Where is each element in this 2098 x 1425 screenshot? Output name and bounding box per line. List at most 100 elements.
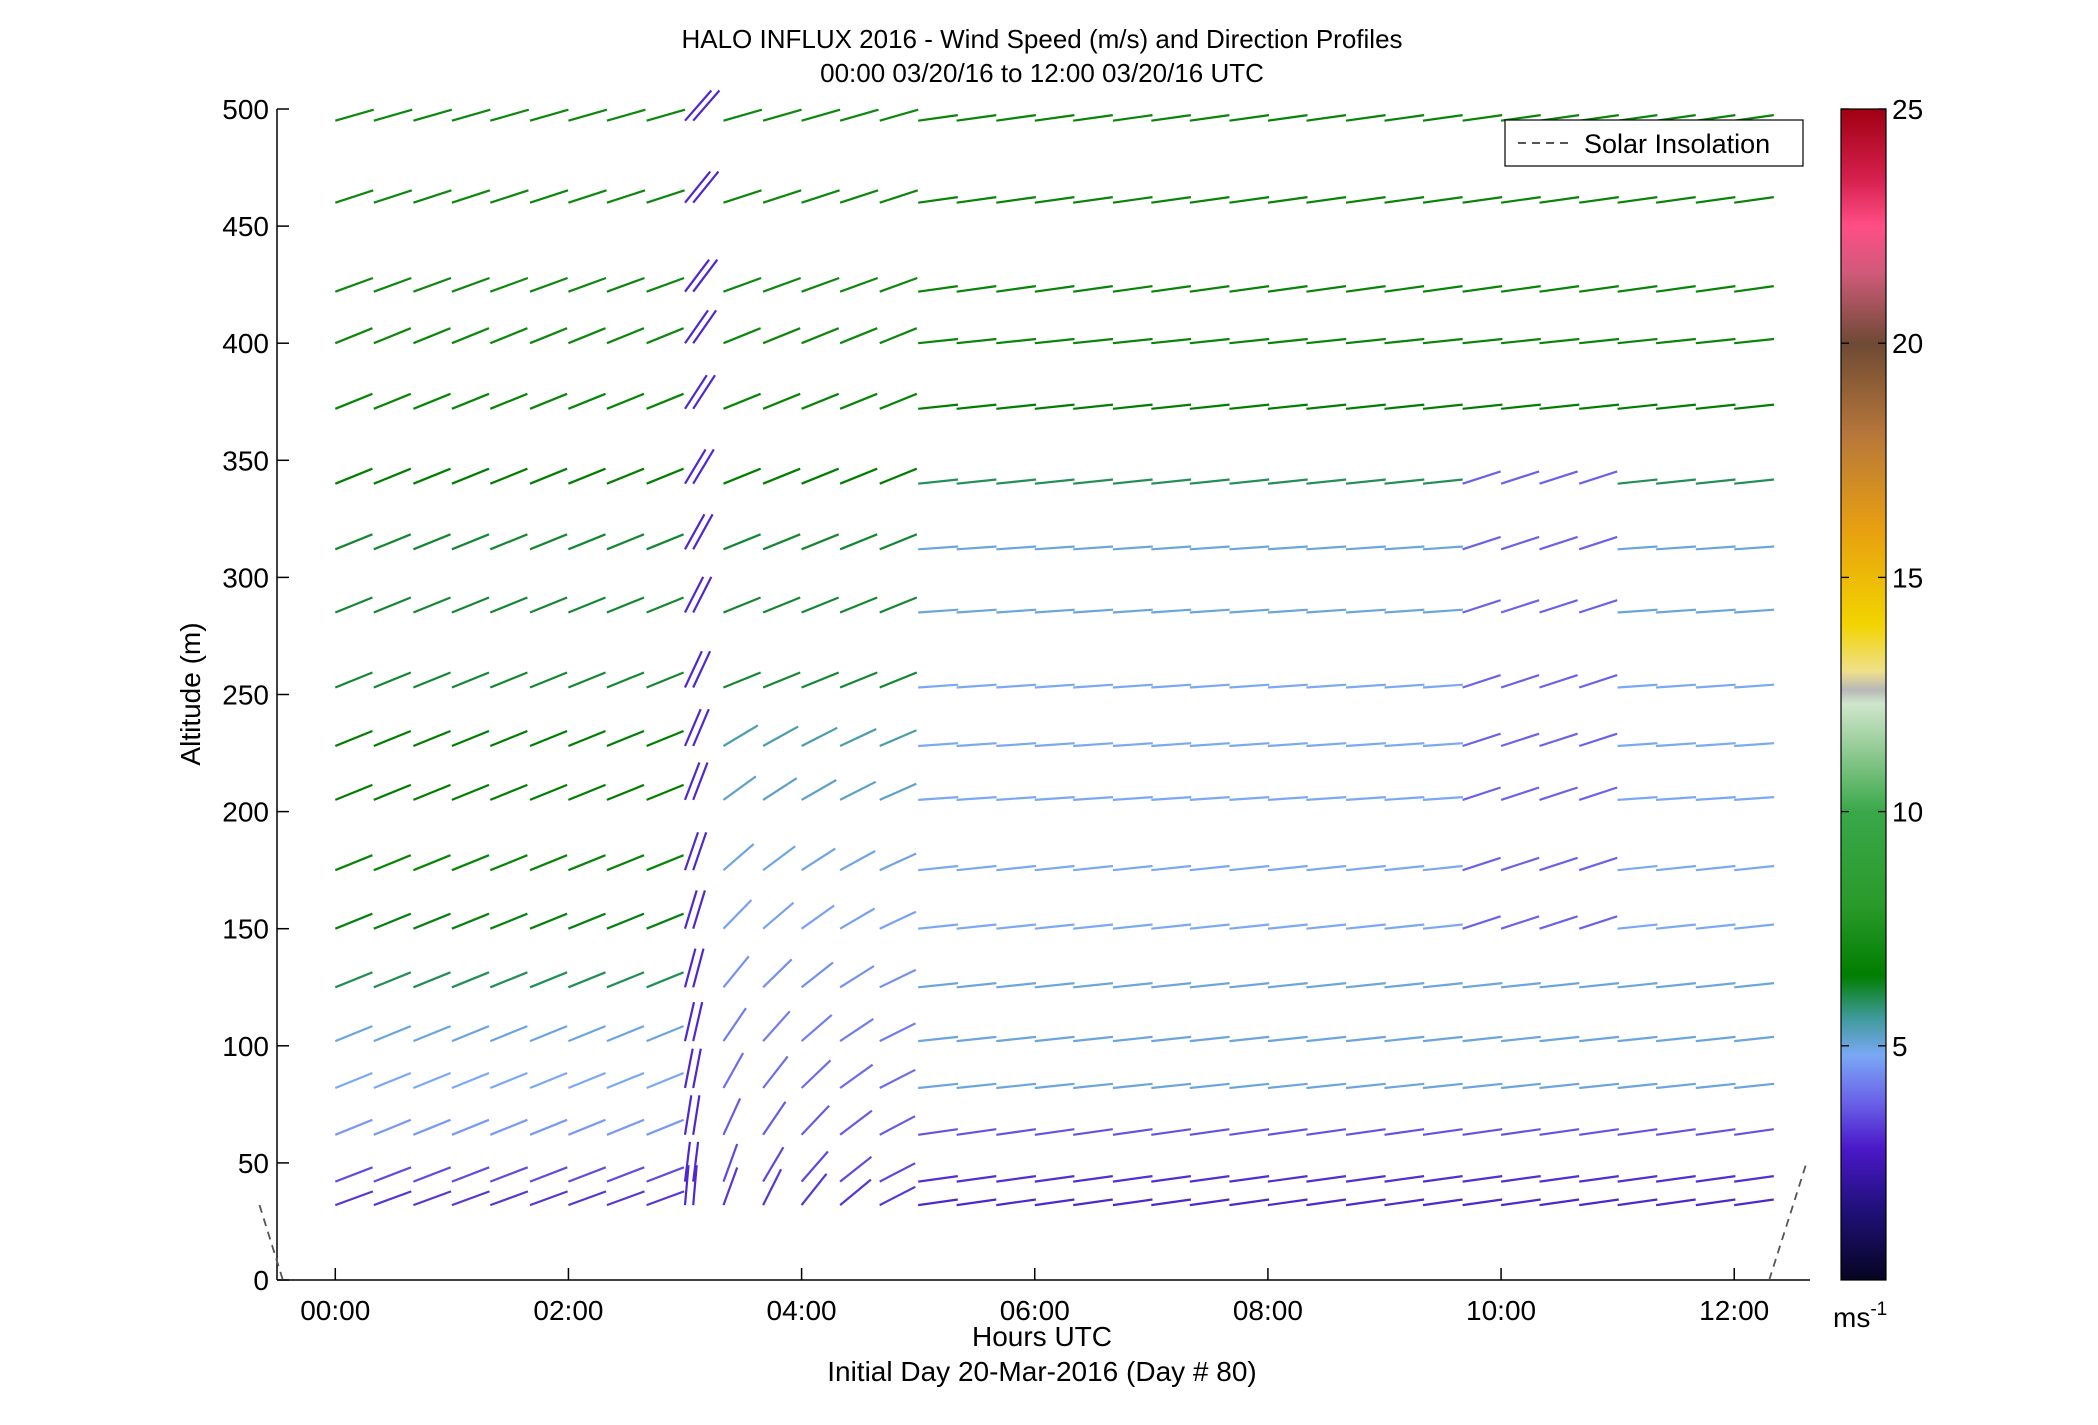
wind-barb bbox=[1695, 982, 1736, 989]
wind-barb bbox=[1617, 608, 1658, 614]
wind-barb bbox=[918, 1198, 958, 1207]
wind-barb bbox=[1462, 403, 1503, 410]
wind-barb bbox=[646, 596, 685, 614]
chart-subtitle: 00:00 03/20/16 to 12:00 03/20/16 UTC bbox=[820, 58, 1264, 88]
wind-barb bbox=[722, 1143, 739, 1182]
wind-barb bbox=[692, 948, 705, 988]
wind-barb bbox=[956, 742, 997, 748]
wind-barb bbox=[1655, 1128, 1696, 1136]
wind-barb bbox=[692, 1165, 698, 1206]
wind-barb bbox=[1500, 285, 1541, 293]
wind-barb bbox=[529, 189, 569, 204]
wind-barb bbox=[1189, 403, 1230, 410]
wind-barb bbox=[918, 1128, 958, 1136]
wind-barb bbox=[683, 948, 697, 988]
wind-barb bbox=[1655, 403, 1697, 410]
wind-barb bbox=[373, 533, 412, 551]
wind-barb bbox=[723, 596, 762, 614]
wind-barb bbox=[1539, 1128, 1580, 1136]
wind-barb bbox=[489, 108, 530, 122]
wind-barb bbox=[334, 1190, 374, 1207]
wind-barb bbox=[1112, 864, 1153, 872]
wind-barb bbox=[1617, 478, 1658, 485]
chart-title: HALO INFLUX 2016 - Wind Speed (m/s) and … bbox=[681, 24, 1402, 54]
wind-barb bbox=[1462, 285, 1503, 293]
wind-barb bbox=[879, 392, 918, 410]
wind-barb bbox=[1462, 1082, 1503, 1090]
wind-barb bbox=[1189, 683, 1230, 689]
wind-barb bbox=[606, 854, 645, 872]
wind-barb bbox=[1656, 742, 1697, 748]
wind-barb bbox=[801, 327, 840, 345]
wind-barb bbox=[762, 276, 802, 293]
wind-barb bbox=[1151, 742, 1192, 748]
wind-barb bbox=[1539, 599, 1578, 614]
wind-barb bbox=[879, 968, 917, 989]
wind-barb bbox=[1384, 478, 1425, 485]
wind-barb bbox=[1422, 114, 1463, 122]
wind-barb bbox=[1655, 337, 1697, 345]
wind-barb bbox=[956, 285, 997, 293]
wind-barb bbox=[1034, 478, 1075, 485]
wind-barb bbox=[373, 108, 413, 122]
wind-barb bbox=[956, 864, 997, 872]
wind-barb bbox=[1539, 1175, 1580, 1183]
wind-barb bbox=[1345, 982, 1386, 989]
wind-barb bbox=[1539, 674, 1578, 689]
wind-barb bbox=[334, 327, 373, 345]
wind-barb bbox=[1695, 1082, 1736, 1090]
x-axis-sublabel: Initial Day 20-Mar-2016 (Day # 80) bbox=[827, 1356, 1257, 1387]
wind-barb bbox=[722, 1052, 745, 1089]
wind-barb bbox=[1189, 742, 1230, 748]
wind-barb bbox=[1267, 403, 1308, 410]
wind-barb bbox=[451, 533, 490, 551]
wind-barb bbox=[1695, 478, 1736, 485]
x-axis-ticks: 00:00 02:00 04:00 06:00 08:00 10:00 12:00 bbox=[300, 1268, 1769, 1326]
wind-barb bbox=[1229, 337, 1270, 345]
wind-barb bbox=[879, 1022, 916, 1043]
wind-barb bbox=[1189, 1035, 1230, 1043]
wind-barb bbox=[1695, 196, 1736, 204]
wind-barb bbox=[489, 392, 528, 410]
wind-barb bbox=[489, 854, 528, 872]
wind-barb bbox=[334, 729, 373, 748]
wind-barb bbox=[683, 762, 701, 801]
wind-barb bbox=[1073, 403, 1114, 410]
wind-barb bbox=[529, 467, 568, 485]
wind-barb bbox=[1267, 337, 1308, 345]
wind-barb bbox=[1229, 742, 1270, 748]
wind-barb bbox=[692, 259, 719, 293]
wind-barb bbox=[1151, 982, 1192, 989]
wind-barb bbox=[723, 671, 762, 689]
colorbar-unit-label: ms-1 bbox=[1833, 1299, 1887, 1333]
wind-barb bbox=[1500, 337, 1541, 345]
wind-barb bbox=[1112, 1198, 1153, 1207]
wind-barb bbox=[529, 1071, 568, 1090]
wind-barb bbox=[1345, 1035, 1386, 1043]
wind-barb bbox=[1151, 114, 1192, 122]
wind-barb bbox=[646, 912, 685, 930]
wind-barb bbox=[692, 1141, 700, 1182]
wind-barb bbox=[1112, 478, 1153, 485]
wind-barb bbox=[1034, 742, 1075, 748]
wind-barb bbox=[1151, 1128, 1192, 1136]
wind-barb bbox=[606, 189, 646, 204]
wind-barb bbox=[646, 276, 685, 293]
wind-barb bbox=[1267, 1198, 1308, 1207]
wind-barb bbox=[1384, 1082, 1425, 1090]
wind-barb bbox=[800, 1014, 833, 1042]
y-tick-label: 350 bbox=[222, 445, 269, 476]
wind-barb bbox=[1539, 982, 1580, 989]
wind-barb bbox=[1345, 114, 1386, 122]
wind-barb bbox=[1462, 1198, 1503, 1207]
wind-barb bbox=[1579, 1082, 1620, 1090]
wind-barb bbox=[1500, 403, 1541, 410]
wind-barb bbox=[567, 327, 606, 345]
wind-barb bbox=[529, 276, 568, 293]
wind-barb bbox=[1306, 683, 1347, 689]
wind-barb bbox=[1306, 796, 1347, 801]
wind-barb bbox=[1189, 285, 1230, 293]
wind-barb bbox=[451, 596, 490, 614]
wind-barb bbox=[692, 513, 714, 550]
wind-barb bbox=[1462, 915, 1501, 930]
